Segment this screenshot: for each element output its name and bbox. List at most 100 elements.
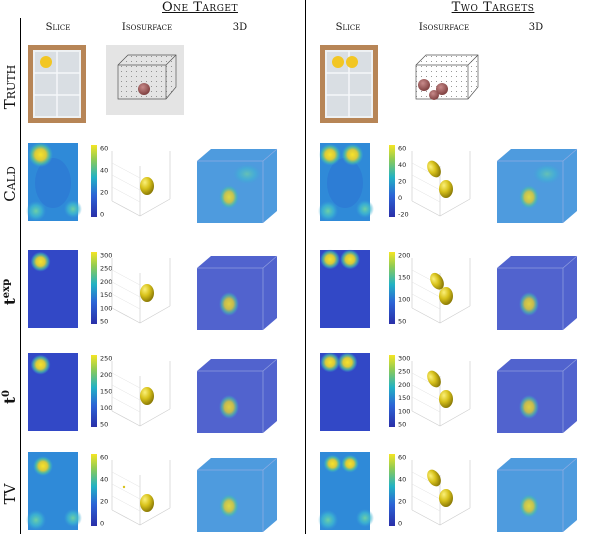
cube-edges [497,148,578,223]
cube-volume [197,458,277,532]
row-2-group-2: 200 150 100 50 [320,249,578,330]
colorbar-tick-label: 300 [100,252,112,260]
cube-volume [197,149,277,223]
iso-grid [411,174,441,191]
colorbar-tick-label: 100 [398,407,410,415]
colorbar-tick-label: 40 [398,476,406,484]
target [346,56,358,68]
colorbar-tick-label: 0 [100,211,104,219]
col-head-iso-one: Isosurface [121,22,173,33]
colorbar-tick-label: 50 [398,421,406,429]
iso-grid [111,471,141,488]
slice-hotspot [341,454,359,473]
iso-grid [111,174,141,191]
iso-box [415,54,479,100]
iso-axes [411,151,471,217]
colorbar [389,355,395,427]
col-head-slice-two: Slice [335,22,361,33]
vertical-separator-left [20,18,21,534]
vertical-separator-middle [305,0,306,534]
iso-box-edges [118,54,177,99]
iso-grid [111,269,141,286]
cube-hotspot [519,292,539,316]
cube-edges [497,457,578,532]
colorbar-tick-label: 100 [100,304,112,312]
iso-target [418,79,430,91]
colorbar-tick-label: 150 [100,291,112,299]
iso-axes [411,361,471,427]
iso-blob [140,177,154,195]
colorbar-tick-label: 100 [398,296,410,304]
cube-edges [197,255,278,330]
row-label-tv: TV [1,483,19,505]
iso-blob [140,494,154,512]
row-2-group-1: 300 250 200 150 100 50 [28,250,278,330]
slice-hotspot [337,352,358,373]
col-head-iso-two: Isosurface [418,22,470,33]
slice-hotspot [320,352,340,373]
colorbar-tick-label: 20 [398,498,406,506]
cube-hotspot [519,494,539,518]
iso-target [138,83,150,95]
colorbar [389,145,395,217]
iso-grid [411,293,441,310]
colorbar-tick-label: 250 [100,355,112,363]
colorbar-tick-label: 40 [100,167,108,175]
iso-axes [111,258,171,324]
slice-warm [26,201,46,221]
iso-blob [427,370,441,388]
row-1-group-1: 60 40 20 0 [26,142,278,223]
iso-grid [411,384,441,401]
colorbar-tick-label: 60 [100,145,108,153]
iso-box-edges [416,54,479,99]
iso-grid [111,162,141,179]
slice-hotspot [320,249,340,270]
cube-warm [533,164,561,184]
cube-edges [497,358,578,433]
group-title-two: Two Targets [451,0,535,15]
row-3-group-2: 300 250 200 150 100 50 [320,352,578,433]
truth-isosurface-1 [106,45,184,115]
colorbar-tick-label: 250 [398,368,410,376]
truth-photo-1 [28,45,86,123]
iso-grid [111,384,141,401]
cube-edges [497,255,578,330]
col-head-3d-two: 3D [528,22,544,33]
cube-hotspot [219,292,239,316]
cube-volume [197,256,277,330]
target [40,56,52,68]
row-label-cald: Cald [1,166,19,202]
truth-photo-2 [320,45,378,123]
cube-edges [197,457,278,532]
colorbar-tick-label: 100 [100,404,112,412]
slice-warm [64,509,82,527]
slice-hotspot [30,251,51,272]
cube-volume [497,359,577,433]
cube-hotspot [519,185,539,209]
iso-axes [411,258,471,324]
iso-blob [439,390,453,408]
cube-hotspot [219,185,239,209]
colorbar [389,252,395,324]
colorbar-tick-label: 0 [100,520,104,528]
slice-hotspot [340,249,360,270]
truth-isosurface-2 [415,54,479,100]
slice-warm [26,510,46,530]
colorbar-tick-label: 20 [398,178,406,186]
cube-volume [497,256,577,330]
colorbar [91,252,97,324]
slice-hotspot [30,354,51,375]
colorbar-tick-label: 300 [398,355,410,363]
colorbar [91,145,97,217]
iso-blob [140,387,154,405]
col-head-slice-one: Slice [45,22,71,33]
iso-grid [111,372,141,389]
slice-hotspot [323,454,342,473]
colorbar-tick-label: 50 [100,421,108,429]
cube-volume [197,359,277,433]
colorbar-tick-label: 60 [100,454,108,462]
cube-volume [497,149,577,223]
row-label-texp: texp [1,278,19,306]
iso-blob [430,272,444,290]
